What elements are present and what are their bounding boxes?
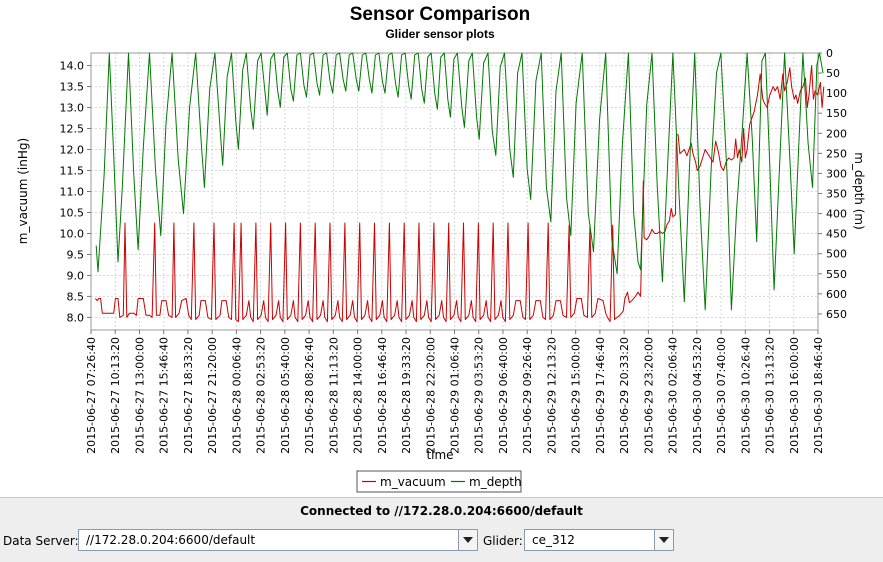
right-tick-label: 650 bbox=[826, 308, 847, 321]
x-tick-label: 2015-06-29 09:26:40 bbox=[521, 337, 534, 454]
left-tick-label: 14.0 bbox=[60, 60, 85, 73]
right-tick-label: 50 bbox=[826, 67, 840, 80]
right-tick-label: 150 bbox=[826, 107, 847, 120]
y-axis-right-label: m_depth (m) bbox=[852, 152, 866, 229]
left-tick-label: 9.0 bbox=[67, 269, 85, 282]
glider-select[interactable]: ce_312 bbox=[524, 529, 674, 551]
x-tick-label: 2015-06-28 08:26:40 bbox=[303, 337, 316, 454]
left-tick-label: 11.0 bbox=[60, 186, 85, 199]
right-tick-label: 250 bbox=[826, 147, 847, 160]
x-tick-label: 2015-06-27 13:00:00 bbox=[133, 337, 146, 454]
left-tick-label: 12.0 bbox=[60, 144, 85, 157]
left-axis: 8.0 8.5 9.0 9.5 10.0 10.5 11.0 11.5 12.0 12.5 13.0… bbox=[60, 60, 91, 324]
data-server-label: Data Server: bbox=[3, 534, 79, 548]
x-tick-label: 2015-06-28 22:20:00 bbox=[424, 337, 437, 454]
x-tick-label: 2015-06-29 15:00:00 bbox=[570, 337, 583, 454]
x-tick-label: 2015-06-29 06:40:00 bbox=[497, 337, 510, 454]
glider-label: Glider: bbox=[483, 534, 523, 548]
x-tick-label: 2015-06-28 02:53:20 bbox=[255, 337, 268, 454]
right-tick-label: 500 bbox=[826, 248, 847, 261]
right-tick-label: 300 bbox=[826, 167, 847, 180]
left-tick-label: 10.0 bbox=[60, 227, 85, 240]
left-tick-label: 8.5 bbox=[67, 290, 85, 303]
legend-label-vacuum: m_vacuum bbox=[380, 475, 446, 489]
legend-box bbox=[356, 470, 522, 493]
x-tick-label: 2015-06-28 14:00:00 bbox=[352, 337, 365, 454]
control-panel: Connected to //172.28.0.204:6600/default… bbox=[0, 497, 883, 562]
x-tick-label: 2015-06-29 03:53:20 bbox=[473, 337, 486, 454]
x-tick-label: 2015-06-30 04:53:20 bbox=[691, 337, 704, 454]
right-tick-label: 600 bbox=[826, 288, 847, 301]
series-line-m-vacuum bbox=[95, 65, 825, 323]
left-tick-label: 10.5 bbox=[60, 206, 85, 219]
x-tick-label: 2015-06-27 18:33:20 bbox=[182, 337, 195, 454]
legend: m_vacuum m_depth bbox=[356, 470, 522, 493]
y-axis-left-label: m_vacuum (inHg) bbox=[16, 138, 30, 244]
right-tick-label: 200 bbox=[826, 127, 847, 140]
right-tick-label: 400 bbox=[826, 208, 847, 221]
x-tick-label: 2015-06-29 01:06:40 bbox=[449, 337, 462, 454]
right-tick-label: 100 bbox=[826, 87, 847, 100]
x-tick-label: 2015-06-28 19:33:20 bbox=[400, 337, 413, 454]
right-tick-label: 350 bbox=[826, 188, 847, 201]
x-tick-label: 2015-06-27 10:13:20 bbox=[109, 337, 122, 454]
grid bbox=[90, 53, 819, 330]
right-tick-label: 550 bbox=[826, 268, 847, 281]
x-tick-label: 2015-06-28 05:40:00 bbox=[279, 337, 292, 454]
x-tick-label: 2015-06-30 10:26:40 bbox=[739, 337, 752, 454]
x-tick-label: 2015-06-30 13:13:20 bbox=[764, 337, 777, 454]
legend-label-depth: m_depth bbox=[469, 475, 522, 489]
x-tick-label: 2015-06-29 23:20:00 bbox=[642, 337, 655, 454]
left-tick-label: 12.5 bbox=[60, 123, 85, 136]
data-server-value: //172.28.0.204:6600/default bbox=[86, 533, 256, 547]
left-tick-label: 13.5 bbox=[60, 81, 85, 94]
series-lines bbox=[95, 52, 825, 323]
right-tick-label: 0 bbox=[826, 47, 833, 60]
connection-status: Connected to //172.28.0.204:6600/default bbox=[300, 504, 583, 518]
x-tick-label: 2015-06-30 16:00:00 bbox=[788, 337, 801, 454]
x-tick-label: 2015-06-28 11:13:20 bbox=[327, 337, 340, 454]
glider-value: ce_312 bbox=[532, 533, 575, 547]
chart-panel: Sensor Comparison Glider sensor plots 8.… bbox=[16, 4, 866, 493]
x-tick-label: 2015-06-29 17:46:40 bbox=[594, 337, 607, 454]
x-tick-label: 2015-06-29 20:33:20 bbox=[618, 337, 631, 454]
left-tick-label: 9.5 bbox=[67, 248, 85, 261]
x-axis-label: time bbox=[426, 448, 453, 462]
x-tick-label: 2015-06-30 02:06:40 bbox=[667, 337, 680, 454]
x-tick-label: 2015-06-29 12:13:20 bbox=[545, 337, 558, 454]
left-tick-label: 11.5 bbox=[60, 165, 85, 178]
left-tick-label: 13.0 bbox=[60, 102, 85, 115]
series-line-m-depth bbox=[95, 52, 824, 311]
data-server-select[interactable]: //172.28.0.204:6600/default bbox=[78, 529, 478, 551]
x-tick-label: 2015-06-28 00:06:40 bbox=[230, 337, 243, 454]
x-tick-label: 2015-06-27 21:20:00 bbox=[206, 337, 219, 454]
x-tick-label: 2015-06-28 16:46:40 bbox=[376, 337, 389, 454]
right-tick-label: 450 bbox=[826, 228, 847, 241]
left-tick-label: 8.0 bbox=[67, 311, 85, 324]
chart-title: Sensor Comparison bbox=[350, 4, 531, 25]
chevron-down-icon[interactable] bbox=[654, 530, 673, 550]
x-tick-label: 2015-06-30 18:46:40 bbox=[812, 337, 825, 454]
chart-subtitle: Glider sensor plots bbox=[385, 27, 495, 41]
x-tick-label: 2015-06-27 15:46:40 bbox=[158, 337, 171, 454]
x-tick-label: 2015-06-27 07:26:40 bbox=[85, 337, 98, 454]
right-axis: 0 50 100 150 200 250 300 350 400 450 500 550 600 650 bbox=[818, 47, 847, 321]
chevron-down-icon[interactable] bbox=[458, 530, 477, 550]
x-tick-label: 2015-06-30 07:40:00 bbox=[715, 337, 728, 454]
x-axis: 2015-06-27 07:26:40 2015-06-27 10:13:20 20… bbox=[85, 330, 825, 454]
sensor-chart: Sensor Comparison Glider sensor plots 8.… bbox=[16, 4, 866, 493]
